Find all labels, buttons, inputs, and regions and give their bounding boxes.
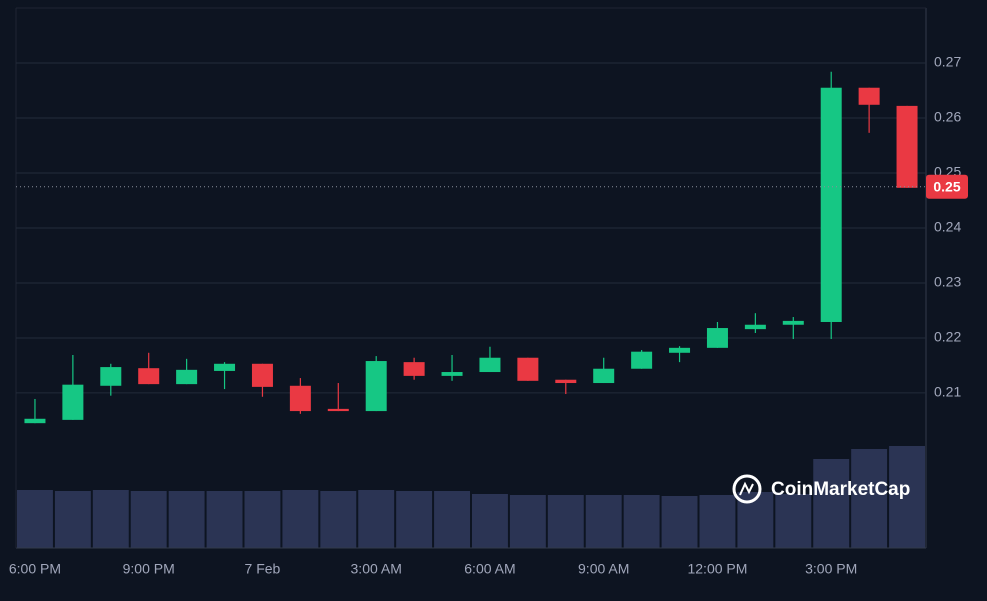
x-tick-label: 6:00 AM: [464, 561, 515, 577]
volume-bar: [851, 449, 888, 548]
candle-body: [669, 347, 691, 353]
watermark-logo: [732, 474, 762, 504]
candle-body: [403, 362, 425, 376]
volume-bar: [699, 495, 736, 548]
candle-body: [441, 372, 463, 376]
current-price-tag: [926, 174, 968, 199]
volume-bar: [54, 491, 91, 548]
x-tick-label: 3:00 PM: [805, 561, 857, 577]
volume-bar: [168, 491, 205, 548]
y-tick-label: 0.26: [934, 109, 961, 125]
volume-bar: [585, 495, 622, 548]
volume-bar: [889, 446, 925, 548]
volume-bar: [434, 491, 470, 548]
y-tick-label: 0.23: [934, 274, 961, 290]
grid-layer: [15, 7, 927, 549]
candle-body: [896, 105, 918, 188]
candle-body: [289, 385, 311, 412]
candle-body: [62, 384, 84, 420]
candle-body: [782, 320, 804, 325]
volume-bar: [775, 494, 812, 548]
x-tick-label: 9:00 PM: [123, 561, 175, 577]
y-tick-label: 0.27: [934, 54, 961, 70]
candle-body: [176, 369, 198, 385]
current-price-label: 0.25: [933, 178, 960, 194]
y-tick-label: 0.24: [934, 219, 961, 235]
volume-bar: [547, 495, 584, 548]
volume-bar: [206, 491, 243, 548]
candle-body: [820, 87, 842, 322]
volume-bar: [472, 494, 508, 548]
candle-layer: [24, 71, 918, 424]
candle-body: [555, 379, 577, 384]
volume-bar: [623, 495, 660, 548]
volume-bar: [17, 490, 53, 548]
candle-body: [593, 368, 615, 384]
y-tick-label: 0.21: [934, 384, 961, 400]
candle-body: [858, 87, 880, 105]
volume-bar: [92, 490, 129, 548]
x-tick-label: 12:00 PM: [687, 561, 747, 577]
volume-bar: [813, 459, 850, 548]
candle-body: [100, 367, 122, 386]
watermark: CoinMarketCap: [771, 479, 910, 500]
volume-bar: [244, 491, 281, 548]
watermark-logo-mark: [739, 481, 754, 496]
y-tick-label: 0.22: [934, 329, 961, 345]
volume-bar: [396, 491, 433, 548]
candle-body: [479, 357, 501, 373]
x-tick-label: 7 Feb: [245, 561, 281, 577]
candle-body: [631, 351, 653, 369]
volume-bar: [661, 496, 698, 548]
volume-bar: [509, 495, 546, 548]
candle-body: [744, 324, 766, 330]
volume-bar: [358, 490, 395, 548]
x-tick-label: 6:00 PM: [9, 561, 61, 577]
candle-body: [327, 408, 349, 412]
x-tick-label: 3:00 AM: [351, 561, 402, 577]
candle-body: [24, 418, 46, 424]
volume-bar: [320, 491, 357, 548]
candle-body: [517, 357, 539, 381]
x-tick-label: 9:00 AM: [578, 561, 629, 577]
volume-bar: [130, 491, 167, 548]
candle-body: [251, 363, 273, 387]
candle-body: [214, 363, 236, 371]
volume-bar: [282, 490, 319, 548]
overlay-layer: CoinMarketCap 0.21 0.22 0.23 0.24 0.25 0.26 0.…: [9, 54, 968, 577]
candle-body: [706, 328, 728, 348]
candle-body: [138, 368, 160, 385]
candle-body: [365, 361, 387, 412]
